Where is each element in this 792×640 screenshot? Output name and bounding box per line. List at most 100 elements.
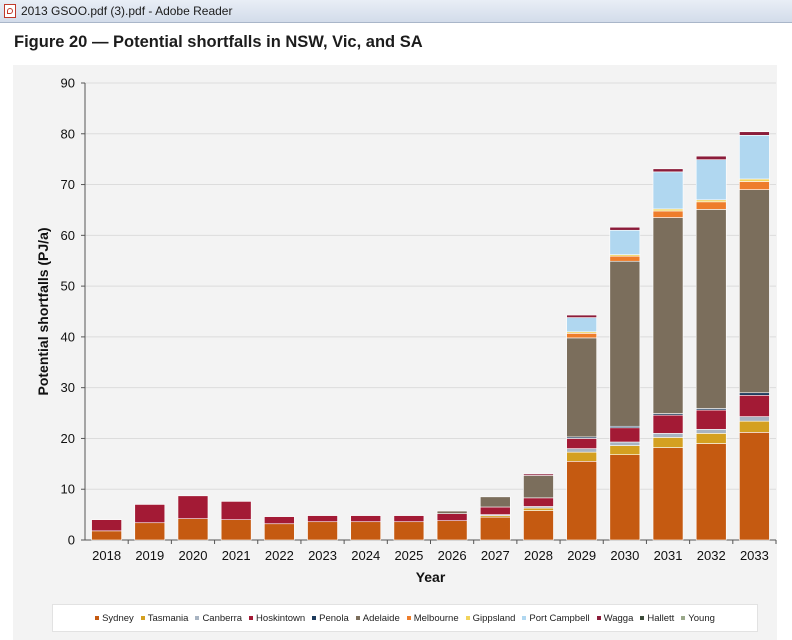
legend-swatch (140, 616, 145, 620)
y-tick-label: 20 (61, 431, 75, 446)
bar-segment-sydney-2021 (220, 519, 252, 541)
bar-segment-hoskintown-2021 (220, 501, 252, 520)
bar-segment-sydney-2030 (609, 454, 641, 541)
legend-label: Penola (319, 612, 349, 624)
bar-segment-adelaide-2028 (523, 475, 554, 499)
bar-segment-hoskintown-2018 (91, 519, 122, 532)
legend-item-tasmania: Tasmania (140, 613, 188, 624)
legend-swatch (249, 616, 254, 620)
bar-segment-port-campbell-2032 (695, 159, 727, 201)
legend-item-port-campbell: Port Campbell (522, 612, 590, 624)
x-tick-label: 2020 (179, 548, 208, 563)
bar-segment-gippsland-2033 (739, 178, 770, 182)
y-tick-label: 80 (61, 126, 75, 141)
bar-segment-wagga-2031 (652, 168, 684, 173)
x-tick-label: 2029 (567, 548, 596, 563)
bar-segment-hoskintown-2029 (566, 438, 597, 449)
bar-segment-adelaide-2030 (609, 260, 641, 427)
pdf-file-icon (4, 4, 16, 18)
x-tick-label: 2024 (351, 548, 380, 563)
bar-segment-sydney-2027 (479, 516, 511, 541)
bar-segment-sydney-2018 (91, 530, 122, 541)
bar-segment-hoskintown-2020 (177, 495, 209, 519)
y-axis-title: Potential shortfalls (PJ/a) (35, 227, 51, 395)
window-title: 2013 GSOO.pdf (3).pdf - Adobe Reader (21, 4, 233, 18)
x-tick-label: 2032 (697, 548, 726, 563)
bar-segment-sydney-2029 (566, 460, 597, 541)
legend-swatch (596, 616, 601, 620)
bar-segment-sydney-2025 (393, 521, 425, 541)
bar-segment-sydney-2031 (652, 447, 684, 541)
y-tick-label: 10 (61, 482, 75, 497)
legend-label: Melbourne (413, 612, 459, 624)
bar-segment-adelaide-2031 (652, 217, 684, 414)
bar-segment-sydney-2024 (350, 521, 382, 541)
legend-swatch (640, 616, 645, 620)
bar-segment-sydney-2026 (436, 520, 468, 541)
legend-swatch (681, 616, 686, 620)
x-tick-label: 2022 (265, 548, 294, 563)
legend-label: Wagga (603, 612, 634, 624)
x-tick-label: 2026 (438, 548, 467, 563)
bar-segment-wagga-2032 (695, 155, 727, 160)
bar-segment-tasmania-2031 (652, 437, 684, 448)
x-tick-label: 2027 (481, 548, 510, 563)
bar-segment-adelaide-2026 (436, 510, 468, 514)
x-tick-label: 2019 (135, 548, 164, 563)
bar-segment-wagga-2028 (523, 473, 554, 476)
bar-segment-hoskintown-2024 (350, 515, 382, 523)
legend-label: Canberra (202, 612, 243, 624)
bar-segment-penola-2033 (739, 392, 770, 396)
bar-segment-gippsland-2031 (652, 208, 684, 212)
legend-label: Adelaide (362, 612, 400, 624)
legend-label: Gippsland (472, 612, 516, 624)
y-tick-label: 0 (68, 533, 75, 548)
bar-segment-melbourne-2030 (609, 255, 641, 262)
bar-segment-canberra-2029 (566, 448, 597, 453)
bar-segment-tasmania-2032 (695, 433, 727, 444)
bar-segment-melbourne-2032 (695, 201, 727, 210)
legend-label: Port Campbell (529, 612, 590, 624)
x-tick-label: 2033 (740, 548, 769, 563)
x-tick-label: 2025 (394, 548, 423, 563)
bar-segment-hoskintown-2033 (739, 394, 770, 417)
bar-segment-melbourne-2031 (652, 210, 684, 218)
legend-item-young: Young (681, 613, 715, 624)
bar-segment-sydney-2023 (307, 521, 338, 541)
x-tick-label: 2030 (610, 548, 639, 563)
bar-segment-sydney-2022 (264, 523, 295, 541)
bar-segment-sydney-2028 (523, 510, 554, 541)
legend-swatch (355, 616, 360, 620)
bar-segment-wagga-2030 (609, 226, 641, 231)
legend-item-hallett: Hallett (640, 613, 674, 624)
y-tick-label: 60 (61, 228, 75, 243)
x-tick-label: 2018 (92, 548, 121, 563)
legend-label: Hoskintown (256, 612, 306, 624)
legend-item-wagga: Wagga (596, 612, 634, 624)
bar-segment-hoskintown-2030 (609, 427, 641, 443)
bar-segment-tasmania-2029 (566, 451, 597, 462)
chart-panel (13, 65, 777, 640)
bar-segment-tasmania-2033 (739, 420, 770, 433)
bar-segment-hoskintown-2025 (393, 515, 425, 523)
bar-segment-adelaide-2029 (566, 337, 597, 438)
bar-segment-hoskintown-2028 (523, 497, 554, 507)
figure-title: Figure 20 — Potential shortfalls in NSW,… (14, 33, 423, 51)
y-tick-label: 40 (61, 329, 75, 344)
bar-segment-hoskintown-2026 (436, 513, 468, 522)
bar-segment-hoskintown-2023 (307, 515, 338, 523)
bar-segment-adelaide-2032 (695, 209, 727, 409)
legend-item-gippsland: Gippsland (465, 612, 516, 624)
legend-item-hoskintown: Hoskintown (249, 613, 305, 624)
bar-segment-hoskintown-2031 (652, 414, 684, 434)
bar-segment-canberra-2033 (739, 416, 770, 422)
x-tick-label: 2021 (222, 548, 251, 563)
bar-segment-hoskintown-2027 (479, 506, 511, 515)
legend-item-penola: Penola (312, 613, 349, 624)
bar-segment-melbourne-2033 (739, 181, 770, 190)
bar-segment-hoskintown-2032 (695, 409, 727, 430)
bar-segment-port-campbell-2031 (652, 171, 684, 210)
window-title-bar: 2013 GSOO.pdf (3).pdf - Adobe Reader (0, 0, 792, 23)
legend-swatch (95, 616, 100, 620)
legend-item-canberra: Canberra (195, 613, 242, 624)
